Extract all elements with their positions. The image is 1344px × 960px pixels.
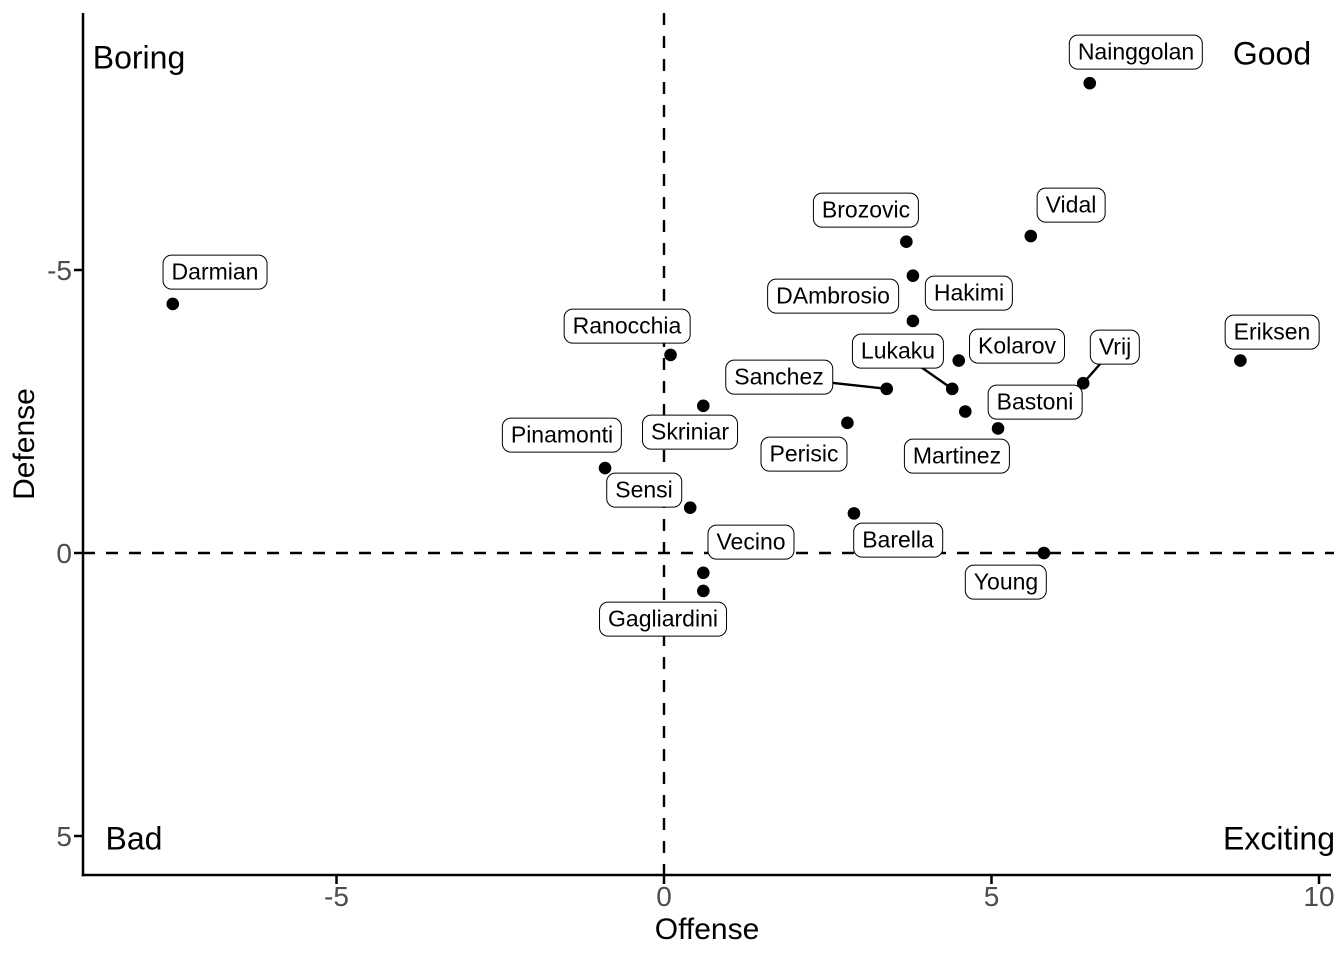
annotation-boring: Boring	[92, 39, 186, 76]
data-point-bastoni	[959, 405, 972, 418]
data-point-kolarov	[952, 354, 966, 367]
data-point-vidal	[1024, 229, 1038, 243]
x-tick-label: 5	[984, 881, 1000, 912]
point-label-sanchez: Sanchez	[725, 359, 833, 395]
data-point-pinamonti	[598, 461, 612, 475]
point-label-kolarov: Kolarov	[969, 328, 1065, 364]
data-point-barella	[847, 507, 861, 520]
y-tick-label: 5	[56, 821, 72, 852]
data-point-martinez	[991, 422, 1005, 435]
annotation-good: Good	[1232, 35, 1312, 72]
data-point-sensi	[683, 501, 697, 515]
point-label-pinamonti: Pinamonti	[501, 417, 623, 453]
y-tick-label: 0	[56, 538, 72, 569]
point-label-lukaku: Lukaku	[851, 333, 945, 369]
x-tick-label: -5	[324, 881, 349, 912]
data-point-eriksen	[1234, 354, 1247, 367]
data-point-dambrosio	[906, 269, 920, 282]
point-label-eriksen: Eriksen	[1224, 314, 1320, 350]
point-label-barella: Barella	[853, 522, 943, 558]
annotation-exciting: Exciting	[1222, 820, 1336, 857]
point-label-young: Young	[964, 564, 1048, 600]
x-axis-title: Offense	[654, 913, 760, 946]
point-label-darmian: Darmian	[162, 254, 268, 290]
annotation-bad: Bad	[105, 820, 163, 857]
point-label-vrij: Vrij	[1089, 329, 1141, 365]
point-label-hakimi: Hakimi	[924, 275, 1014, 311]
data-point-perisic	[841, 416, 854, 430]
point-label-sensi: Sensi	[606, 472, 682, 508]
point-label-bastoni: Bastoni	[987, 384, 1083, 420]
data-point-ranocchia	[664, 348, 677, 362]
point-label-vidal: Vidal	[1036, 187, 1106, 223]
data-point-young	[1037, 546, 1051, 560]
point-label-skriniar: Skriniar	[642, 414, 738, 450]
x-tick-label: 10	[1303, 881, 1334, 912]
data-point-sanchez	[880, 382, 893, 396]
point-label-perisic: Perisic	[760, 436, 848, 472]
data-point-gagliardini	[697, 584, 710, 598]
data-point-nainggolan	[1083, 76, 1097, 90]
point-label-dambrosio: DAmbrosio	[767, 278, 899, 314]
point-label-brozovic: Brozovic	[812, 192, 920, 228]
data-point-brozovic	[900, 235, 913, 248]
data-point-skriniar	[697, 399, 710, 413]
y-tick-label: -5	[47, 255, 72, 286]
data-point-darmian	[166, 297, 180, 311]
point-label-martinez: Martinez	[903, 438, 1011, 474]
point-label-nainggolan: Nainggolan	[1068, 34, 1204, 70]
point-label-gagliardini: Gagliardini	[599, 601, 727, 637]
data-point-vecino	[697, 566, 710, 580]
point-label-ranocchia: Ranocchia	[563, 308, 691, 344]
data-point-hakimi	[906, 314, 920, 328]
point-label-vecino: Vecino	[707, 524, 795, 560]
x-tick-label: 0	[656, 881, 672, 912]
data-point-lukaku	[945, 382, 959, 396]
